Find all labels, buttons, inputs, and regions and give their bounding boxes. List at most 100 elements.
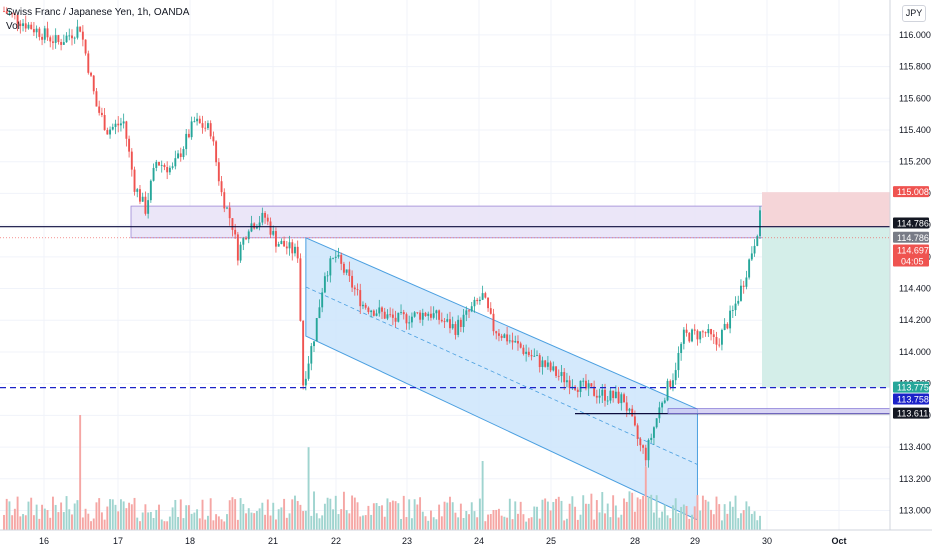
candle-body [136,189,139,192]
volume-bar [209,498,212,530]
volume-bar [620,514,623,530]
candle-body [748,259,751,278]
candle-body [563,372,566,383]
candle-body [394,317,397,322]
candle-body [378,307,381,314]
candle-body [674,370,677,381]
volume-bar [245,513,247,530]
candle-body [231,218,234,230]
candle-body [511,340,514,343]
volume-bar [468,514,470,530]
price-tag-label: 114.786 [897,219,929,229]
candle-body [119,123,122,126]
support-zone[interactable] [667,408,891,414]
volume-bar [201,499,204,530]
volume-bar [22,514,24,530]
candle-body [160,164,163,166]
volume-bar [185,505,188,530]
candle-body [759,210,761,237]
candle-body [49,37,52,42]
price-tag [893,407,929,419]
volume-bar [119,499,122,530]
volume-bar [549,510,552,530]
price-axis[interactable] [890,0,932,550]
chart-legend: Swiss Franc / Japanese Yen, 1h, OANDA Vo… [6,6,189,34]
candle-body [669,380,672,388]
candle-body [628,408,631,411]
price-tag-label: 113.758 [897,395,929,405]
volume-bar [655,495,658,530]
volume-bar [100,512,103,530]
candle-body [734,303,737,311]
candle-body [522,347,525,354]
price-tag [893,393,929,405]
volume-bar [372,503,375,530]
volume-bar [228,500,231,530]
volume-bar [98,498,101,530]
volume-bar [16,496,19,530]
volume-bar [239,498,242,530]
candle-body [266,217,269,222]
take-profit-zone[interactable] [762,227,890,388]
candle-body [41,36,44,40]
candle-body [168,167,171,173]
candle-body [38,28,41,37]
candle-body [62,42,65,45]
candle-body [612,390,615,399]
volume-bar [737,518,740,530]
volume-bar [266,499,269,530]
candle-body [226,207,228,209]
volume-bar [250,512,253,530]
volume-bar [400,518,402,530]
volume-bar [141,512,144,530]
candle-body [555,366,557,376]
volume-bar [582,495,585,530]
stop-loss-zone[interactable] [762,192,890,228]
candle-body [650,437,653,440]
candle-body [19,23,22,27]
volume-bar [95,502,98,530]
candle-body [595,395,598,398]
candle-body [291,242,294,254]
candle-body [476,299,479,302]
candle-body [604,389,606,401]
volume-bar [511,519,514,530]
candle-body [587,383,590,389]
volume-bar [718,504,721,530]
volume-bar [174,499,177,530]
candle-body [620,394,623,404]
time-axis[interactable] [0,530,932,550]
volume-bar [734,495,737,530]
candle-body [530,355,533,357]
candle-body [196,118,199,122]
volume-bar [457,517,460,530]
candle-body [481,293,484,300]
volume-bar [362,515,364,530]
volume-bar [158,504,160,530]
candle-body [750,253,753,260]
volume-bar [264,514,267,530]
candle-body [427,313,430,316]
candle-body [443,321,446,323]
volume-bar [699,510,702,530]
candle-body [109,129,112,135]
volume-bar [742,510,745,530]
candle-body [525,351,528,354]
currency-button[interactable]: JPY [902,5,926,22]
volume-bar [574,506,577,530]
volume-bar [87,513,90,530]
candle-body [473,299,476,307]
volume-bar [560,500,563,530]
volume-bar [625,501,628,530]
volume-bar [370,514,373,530]
x-tick-label: 28 [630,536,640,546]
volume-bar [568,503,571,530]
candle-body [98,106,101,113]
volume-bar [748,506,751,530]
candle-body [27,24,30,29]
candle-body [527,351,530,356]
volume-bar [351,495,354,530]
candle-body [51,41,54,43]
candle-body [212,136,215,142]
